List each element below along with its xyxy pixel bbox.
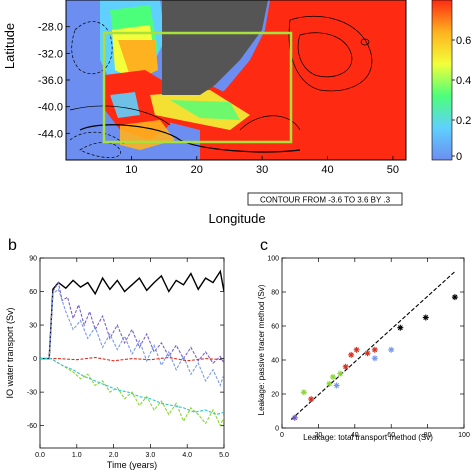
panel-c-reference-line xyxy=(290,271,456,420)
x-tick-label: 1.0 xyxy=(72,452,82,459)
panel-c-label: c xyxy=(260,237,268,254)
x-tick-label: 0 xyxy=(280,432,284,439)
panel-c-xlabel: Leakage: total transport method (Sv) xyxy=(303,433,433,442)
scatter-point xyxy=(353,346,360,353)
scatter-point xyxy=(329,374,336,380)
x-tick-label: 30 xyxy=(256,164,268,176)
scatter-point xyxy=(348,351,355,358)
y-tick-label: 30 xyxy=(29,323,37,330)
field-patch xyxy=(118,40,158,82)
panel-a-xlabel: Longitude xyxy=(208,211,265,226)
panel-a: Latitude -28.0 -32.0 -36.0 -40.0 -44.0 10 20 3… xyxy=(2,0,471,226)
panel-c-ylabel: Leakage: passive tracer method (Sv) xyxy=(257,284,266,415)
y-tick-label: -32.0 xyxy=(38,48,63,60)
panel-c: c 100 80 60 40 20 0 0 20 40 60 80 100 Leakage: tot… xyxy=(257,237,470,442)
scatter-point xyxy=(333,382,340,389)
field-patch xyxy=(170,100,240,120)
contour-note-box xyxy=(247,192,403,206)
panel-c-y-tick-labels: 100 80 60 40 20 0 xyxy=(267,256,279,433)
y-tick-label: -44.0 xyxy=(38,128,63,140)
panel-b-series xyxy=(40,269,224,427)
series-line-1 xyxy=(40,281,224,364)
x-tick-label: 3.0 xyxy=(146,452,156,459)
contour-lines-negative xyxy=(69,21,126,158)
series-line-5 xyxy=(40,358,224,416)
x-tick-label: 2.0 xyxy=(109,452,119,459)
panel-c-x-tick-labels: 0 20 40 60 80 100 xyxy=(280,432,470,439)
land-mask xyxy=(162,0,268,95)
study-box xyxy=(102,31,293,144)
scatter-point xyxy=(308,396,315,403)
field-patch xyxy=(320,140,406,160)
x-tick-label: 20 xyxy=(191,164,203,176)
x-tick-label: 40 xyxy=(321,164,333,176)
x-tick-label: 60 xyxy=(387,432,395,439)
scatter-point xyxy=(397,324,404,331)
panel-c-points xyxy=(291,294,458,421)
colorbar-tick-label: 0.6 xyxy=(456,35,471,47)
scatter-point xyxy=(337,370,344,377)
colorbar xyxy=(431,0,453,161)
panel-c-ticks xyxy=(281,257,465,429)
colorbar-tick-label: 0 xyxy=(456,151,462,163)
y-tick-label: 90 xyxy=(29,256,37,263)
x-tick-label: 50 xyxy=(387,164,399,176)
scatter-point xyxy=(371,355,378,362)
y-tick-label: -36.0 xyxy=(38,75,63,87)
series-line-4 xyxy=(40,358,224,427)
panel-b-label: b xyxy=(8,237,17,254)
scatter-point xyxy=(300,389,307,396)
scatter-point xyxy=(291,414,298,421)
contour-note: CONTOUR FROM -3.6 TO 3.6 BY .3 xyxy=(260,196,391,205)
panel-a-ylabel: Latitude xyxy=(2,23,17,69)
y-tick-label: -30 xyxy=(27,390,37,397)
x-tick-label: 20 xyxy=(315,432,323,439)
scatter-point xyxy=(371,346,378,353)
colorbar-tick-label: 0.4 xyxy=(456,75,471,87)
contour-lines xyxy=(69,15,373,153)
x-tick-label: 100 xyxy=(458,432,470,439)
y-tick-label: 100 xyxy=(267,256,279,263)
x-tick-label: 0.0 xyxy=(35,452,45,459)
y-tick-label: -40.0 xyxy=(38,102,63,114)
panel-b-xlabel: Time (years) xyxy=(107,460,157,470)
one-to-one-line xyxy=(290,271,456,420)
colorbar-tick-labels: 0.6 0.4 0.2 0 xyxy=(452,35,471,163)
series-line-0 xyxy=(40,269,224,360)
field-patch xyxy=(110,92,140,118)
x-tick-label: 40 xyxy=(351,432,359,439)
panel-b-y-tick-labels: 90 60 30 0 -30 -60 xyxy=(27,256,37,431)
y-tick-label: 0 xyxy=(33,356,37,363)
y-tick-label: -28.0 xyxy=(38,22,63,34)
panel-a-x-tick-labels: 10 20 30 40 50 xyxy=(125,156,399,176)
x-tick-label: 4.0 xyxy=(182,452,192,459)
panel-b: b 90 60 30 0 -30 -60 0.0 1.0 2.0 3.0 4.0 5.0 Time … xyxy=(5,237,229,470)
y-tick-label: 0 xyxy=(275,426,279,433)
scatter-point xyxy=(342,363,349,370)
series-line-3 xyxy=(40,356,224,362)
panel-b-ylabel: IO water transport (Sv) xyxy=(5,307,15,398)
scatter-point xyxy=(364,350,371,357)
series-line-2 xyxy=(40,288,224,387)
colorbar-tick-label: 0.2 xyxy=(456,115,471,127)
scatter-point xyxy=(388,346,395,353)
x-tick-label: 80 xyxy=(424,432,432,439)
y-tick-label: 60 xyxy=(29,289,37,296)
x-tick-label: 10 xyxy=(125,164,137,176)
heatmap-field xyxy=(66,0,406,160)
y-tick-label: 40 xyxy=(271,358,279,365)
y-tick-label: 20 xyxy=(271,392,279,399)
panel-a-y-tick-labels: -28.0 -32.0 -36.0 -40.0 -44.0 xyxy=(38,22,70,140)
x-tick-label: 5.0 xyxy=(219,452,229,459)
panel-b-x-tick-labels: 0.0 1.0 2.0 3.0 4.0 5.0 xyxy=(35,452,229,459)
y-tick-label: 60 xyxy=(271,324,279,331)
scatter-point xyxy=(326,380,333,387)
scatter-point xyxy=(451,294,458,301)
y-tick-label: 80 xyxy=(271,290,279,297)
scatter-point xyxy=(422,314,429,321)
y-tick-label: -60 xyxy=(27,423,37,430)
